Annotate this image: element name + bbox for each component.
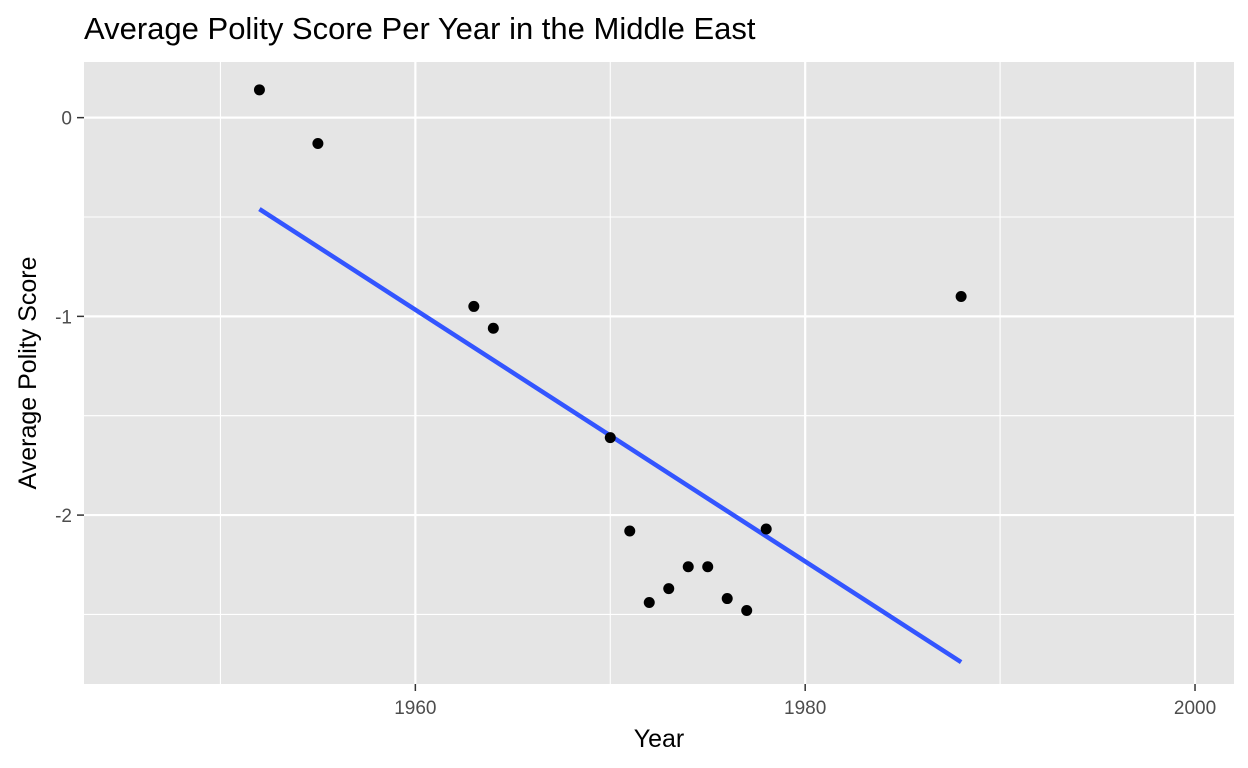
y-axis-title: Average Polity Score xyxy=(14,257,42,490)
x-tick-label: 1960 xyxy=(394,698,436,719)
data-point xyxy=(955,290,967,302)
data-point xyxy=(682,561,694,573)
x-tick-label: 2000 xyxy=(1174,698,1216,719)
data-point xyxy=(468,300,480,312)
chart-title: Average Polity Score Per Year in the Mid… xyxy=(84,11,756,46)
data-point xyxy=(760,523,772,535)
data-point xyxy=(741,604,753,616)
plot-panel xyxy=(84,62,1234,684)
y-tick-label: 0 xyxy=(61,109,72,130)
data-point xyxy=(487,322,499,334)
data-point xyxy=(643,597,655,609)
x-tick-label: 1980 xyxy=(784,698,826,719)
data-point xyxy=(253,84,265,96)
major-gridlines xyxy=(84,62,1234,684)
y-axis: 0 -1 -2 xyxy=(55,109,84,527)
x-axis-title: Year xyxy=(634,725,685,753)
data-points xyxy=(253,84,967,616)
data-point xyxy=(312,137,324,149)
data-point xyxy=(604,432,616,444)
data-point xyxy=(721,593,733,605)
data-point xyxy=(702,561,714,573)
y-tick-label: -2 xyxy=(55,506,72,527)
data-point xyxy=(624,525,636,537)
x-axis: 1960 1980 2000 xyxy=(394,684,1216,719)
data-point xyxy=(663,583,675,595)
y-tick-label: -1 xyxy=(55,307,72,328)
